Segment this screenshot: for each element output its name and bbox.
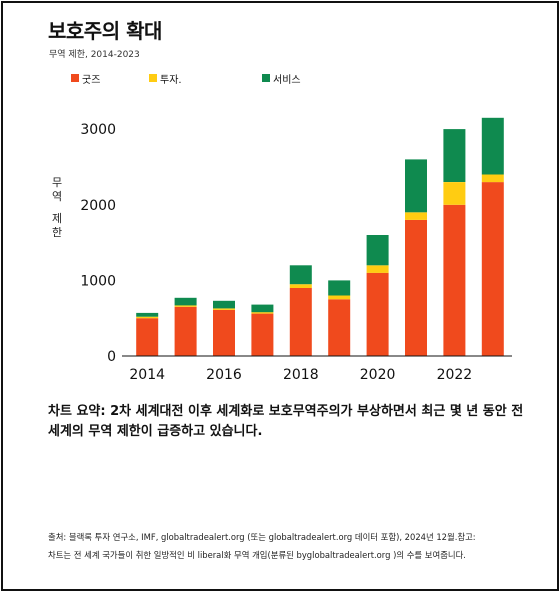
y-tick-label: 3000 bbox=[80, 122, 116, 138]
bar-investment-2016 bbox=[213, 308, 235, 310]
bar-services-2015 bbox=[174, 297, 197, 306]
y-tick-label: 2000 bbox=[80, 198, 116, 214]
bar-goods-2018 bbox=[289, 287, 312, 356]
bar-goods-2019 bbox=[328, 299, 351, 356]
y-tick-label: 1000 bbox=[80, 273, 116, 289]
source-line-2: 차트는 전 세계 국가들이 취한 일방적인 비 liberal화 무역 개입(분… bbox=[48, 550, 466, 560]
bar-goods-2015 bbox=[174, 306, 197, 356]
x-tick-label: 2018 bbox=[283, 367, 319, 383]
legend-label-goods: 굿즈 bbox=[82, 75, 101, 86]
chart-summary: 차트 요약: 2차 세계대전 이후 세계화로 보호무역주의가 부상하면서 최근 … bbox=[48, 404, 524, 439]
bars-group bbox=[136, 117, 504, 357]
legend-swatch-services bbox=[262, 74, 270, 82]
bar-goods-2023 bbox=[481, 182, 504, 356]
chart-title: 보호주의 확대 bbox=[48, 19, 162, 43]
bar-services-2014 bbox=[136, 312, 159, 317]
source-note: 출처: 블랙록 투자 연구소, IMF, globaltradealert.or… bbox=[48, 528, 528, 564]
legend-label-investment: 투자. bbox=[160, 75, 182, 86]
bar-goods-2021 bbox=[405, 219, 427, 356]
legend-label-services: 서비스 bbox=[273, 75, 301, 86]
x-tick-label: 2016 bbox=[206, 367, 242, 383]
bar-services-2019 bbox=[328, 280, 351, 296]
bar-investment-2019 bbox=[328, 295, 351, 300]
x-tick-label: 2020 bbox=[360, 367, 396, 383]
bar-services-2016 bbox=[213, 300, 235, 309]
bar-goods-2020 bbox=[366, 272, 389, 356]
bar-goods-2017 bbox=[251, 313, 274, 356]
y-tick-label: 0 bbox=[107, 349, 116, 365]
legend-swatch-goods bbox=[71, 74, 79, 82]
bar-investment-2021 bbox=[405, 212, 427, 220]
bar-investment-2014 bbox=[136, 316, 159, 319]
legend-swatch-investment bbox=[149, 74, 157, 82]
bar-services-2020 bbox=[366, 235, 389, 266]
source-line-1: 출처: 블랙록 투자 연구소, IMF, globaltradealert.or… bbox=[48, 532, 476, 542]
bar-goods-2022 bbox=[443, 204, 466, 357]
bar-investment-2020 bbox=[366, 265, 389, 273]
bar-services-2017 bbox=[251, 304, 274, 313]
x-tick-label: 2014 bbox=[129, 367, 165, 383]
x-tick-label: 2022 bbox=[437, 367, 473, 383]
bar-investment-2018 bbox=[289, 284, 312, 288]
bar-services-2023 bbox=[481, 117, 504, 175]
bar-investment-2015 bbox=[174, 305, 197, 307]
bar-investment-2017 bbox=[251, 312, 274, 314]
bar-services-2018 bbox=[289, 265, 312, 285]
bar-investment-2023 bbox=[481, 174, 504, 183]
bar-services-2021 bbox=[405, 159, 427, 213]
chart-subtitle: 무역 제한, 2014-2023 bbox=[49, 50, 140, 60]
bar-goods-2016 bbox=[213, 309, 235, 356]
bar-services-2022 bbox=[443, 129, 466, 182]
bar-goods-2014 bbox=[136, 318, 159, 356]
bar-investment-2022 bbox=[443, 182, 466, 205]
